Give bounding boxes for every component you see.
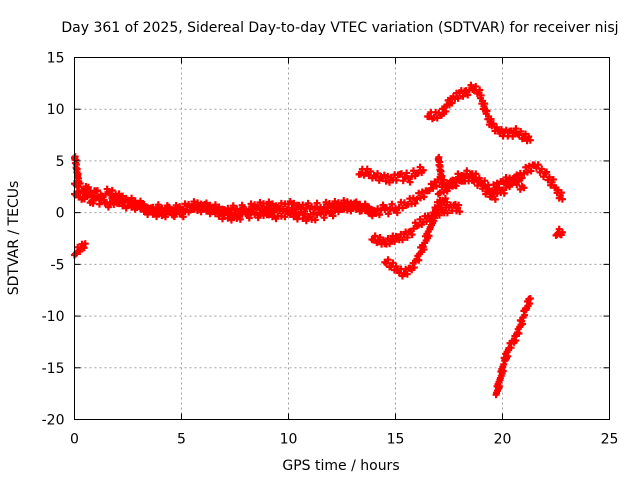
x-axis-label: GPS time / hours: [282, 458, 399, 474]
data-point: [493, 376, 504, 398]
y-tick-label: -20: [42, 413, 65, 429]
x-tick-label: 20: [494, 432, 512, 448]
y-tick-label: 0: [56, 206, 65, 222]
x-tick-label: 25: [601, 432, 619, 448]
y-tick-label: 10: [47, 102, 65, 118]
axis-ticks: [75, 58, 610, 420]
x-tick-labels: 0 5 10 15 20 25: [70, 432, 618, 448]
y-axis-label: SDTVAR / TECUs: [6, 181, 22, 296]
y-tick-label: 5: [56, 154, 65, 170]
series-arc-14h-upper: [356, 164, 427, 186]
x-tick-label: 15: [387, 432, 405, 448]
series-arc-23h-tail: [553, 226, 566, 239]
series-arc-early-neg: [71, 240, 89, 258]
chart-title: Day 361 of 2025, Sidereal Day-to-day VTE…: [61, 20, 618, 36]
series-arc-late-upper: [424, 82, 534, 145]
x-tick-label: 0: [70, 432, 79, 448]
x-tick-label: 10: [280, 432, 298, 448]
data-points: [71, 82, 566, 399]
y-tick-label: -10: [42, 309, 65, 325]
y-tick-labels: 15 10 5 0 -5 -10 -15 -20: [42, 51, 65, 429]
plot-frame: [75, 58, 610, 420]
y-tick-label: -15: [42, 361, 65, 377]
y-tick-label: -5: [51, 257, 65, 273]
gridlines: [75, 58, 610, 420]
series-arc-20h-deep: [493, 295, 534, 398]
y-tick-label: 15: [47, 51, 65, 67]
x-tick-label: 5: [177, 432, 186, 448]
chart: Day 361 of 2025, Sidereal Day-to-day VTE…: [0, 0, 640, 480]
